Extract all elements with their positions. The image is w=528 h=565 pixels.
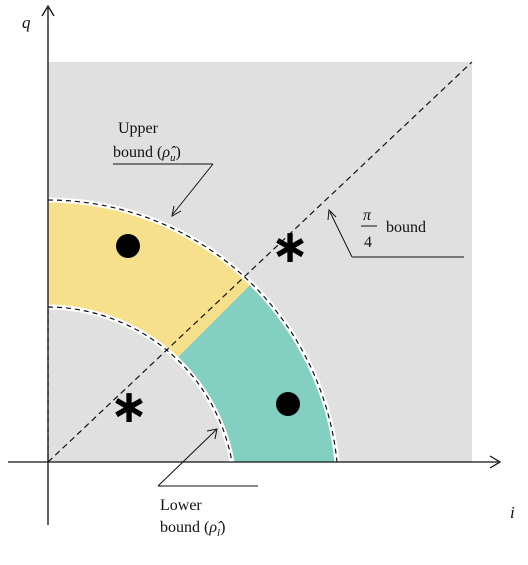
star-marker-outer: ∗ (271, 219, 310, 273)
lower-bound-circle (47, 306, 233, 463)
x-axis-label: i (510, 503, 515, 522)
symbol-dot-upper (116, 234, 140, 258)
svg-text:Upper: Upper (118, 120, 159, 137)
svg-text:Lower: Lower (160, 497, 202, 514)
upper-ring-sector (48, 200, 250, 358)
y-axis-label: q (22, 13, 31, 32)
lower-bound-annotation: Lower bound (ρ̂l) (157, 428, 258, 539)
upper-bound-annotation: Upper bound (ρ̂u) (113, 120, 214, 217)
pi-over-4-annotation: π 4 bound (327, 207, 464, 258)
svg-text:4: 4 (364, 234, 372, 251)
svg-text:π: π (363, 207, 372, 224)
svg-text:bound: bound (386, 219, 426, 236)
lower-ring-sector (177, 285, 337, 462)
svg-text:bound (ρ̂u): bound (ρ̂u) (113, 144, 181, 164)
symbol-dot-lower (276, 392, 300, 416)
svg-text:bound (ρ̂l): bound (ρ̂l) (160, 519, 225, 539)
star-marker-inner: ∗ (110, 379, 149, 433)
pi-over-4-line (47, 61, 473, 463)
